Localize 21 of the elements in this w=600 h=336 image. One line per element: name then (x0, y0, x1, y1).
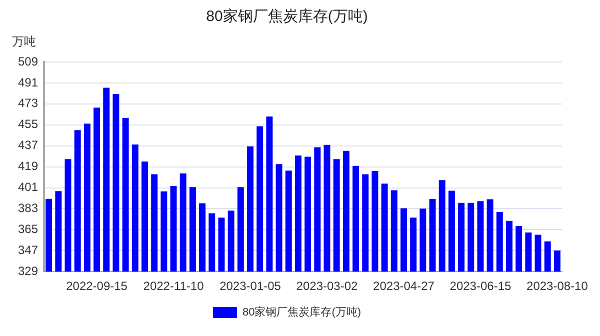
y-tick-label: 347 (18, 242, 38, 257)
chart-title: 80家钢厂焦炭库存(万吨) (206, 8, 368, 26)
y-tick-label: 329 (18, 264, 38, 278)
x-tick-label: 2022-09-15 (66, 279, 128, 294)
legend-label: 80家钢厂焦炭库存(万吨) (242, 306, 362, 319)
y-tick-label: 365 (18, 222, 38, 236)
x-tick-label: 2023-04-27 (373, 279, 435, 294)
x-tick-label: 2023-03-02 (296, 279, 358, 294)
y-tick-label: 401 (18, 180, 38, 194)
x-tick-label: 2023-06-15 (450, 279, 512, 294)
y-tick-label: 509 (18, 54, 38, 68)
y-axis-title: 万吨 (12, 34, 36, 48)
y-tick-label: 419 (18, 159, 38, 174)
y-tick-label: 491 (18, 75, 38, 90)
x-tick-label: 2022-11-10 (143, 279, 204, 294)
x-tick-label: 2023-08-10 (526, 279, 588, 294)
x-tick-label: 2023-01-05 (220, 279, 282, 294)
y-tick-label: 455 (18, 117, 38, 132)
y-tick-label: 437 (18, 138, 38, 152)
y-tick-label: 473 (18, 96, 38, 110)
y-tick-label: 383 (18, 201, 38, 216)
